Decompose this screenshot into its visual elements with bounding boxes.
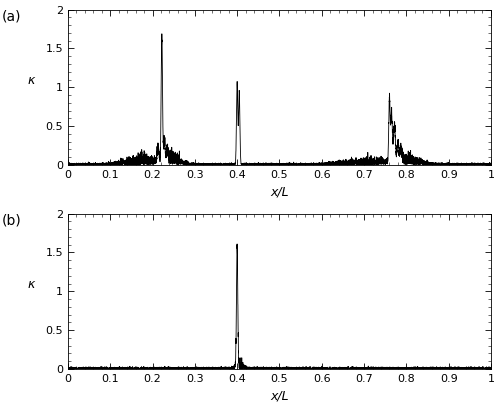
X-axis label: x/L: x/L — [270, 390, 289, 402]
Text: (a): (a) — [2, 9, 21, 24]
Y-axis label: κ: κ — [28, 278, 35, 291]
X-axis label: x/L: x/L — [270, 186, 289, 198]
Y-axis label: κ: κ — [28, 74, 35, 87]
Text: (b): (b) — [2, 213, 21, 228]
